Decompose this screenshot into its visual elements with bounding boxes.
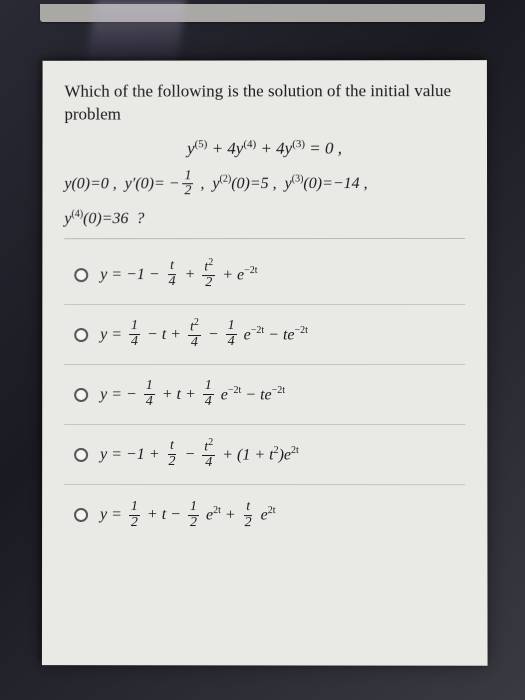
option-d-formula: y = −1 +t2−t24+ (1 + t2)e2t <box>98 438 465 471</box>
radio-circle-icon <box>74 508 88 522</box>
question-page: Which of the following is the solution o… <box>42 60 488 666</box>
options-list: y = −1 −t4+t22+ e−2t y =14− t +t24−14e−2… <box>64 245 465 545</box>
radio-circle-icon <box>74 388 88 402</box>
radio-d[interactable] <box>64 448 98 462</box>
option-c-formula: y = −14+ t +14e−2t − te−2t <box>98 379 465 409</box>
option-row[interactable]: y =14− t +t24−14e−2t − te−2t <box>64 305 465 365</box>
initial-conditions-line-2: y(4)(0)=36 ? <box>64 205 465 232</box>
option-row[interactable]: y = −1 +t2−t24+ (1 + t2)e2t <box>64 425 465 485</box>
radio-c[interactable] <box>64 388 98 402</box>
divider <box>64 238 465 239</box>
ode-equation: y(5) + 4y(4) + 4y(3) = 0 , <box>64 138 465 159</box>
initial-conditions-line-1: y(0)=0 , y′(0)= −12 , y(2)(0)=5 , y(3)(0… <box>64 169 465 200</box>
option-a-formula: y = −1 −t4+t22+ e−2t <box>98 258 465 291</box>
option-row[interactable]: y = −14+ t +14e−2t − te−2t <box>64 365 465 425</box>
option-row[interactable]: y =12+ t −12e2t +t2e2t <box>64 485 465 545</box>
radio-e[interactable] <box>64 508 98 522</box>
radio-circle-icon <box>74 328 88 342</box>
radio-a[interactable] <box>64 268 98 282</box>
option-b-formula: y =14− t +t24−14e−2t − te−2t <box>98 318 465 351</box>
radio-b[interactable] <box>64 328 98 342</box>
option-e-formula: y =12+ t −12e2t +t2e2t <box>98 500 465 531</box>
radio-circle-icon <box>74 448 88 462</box>
question-stem: Which of the following is the solution o… <box>64 80 465 126</box>
radio-circle-icon <box>74 268 88 282</box>
option-row[interactable]: y = −1 −t4+t22+ e−2t <box>64 245 465 305</box>
